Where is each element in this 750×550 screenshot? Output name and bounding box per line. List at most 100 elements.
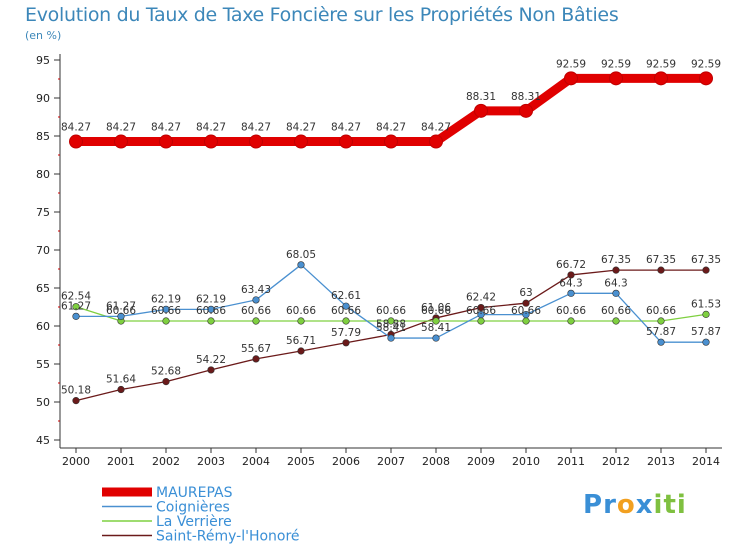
data-label-la-verri-re: 60.66 <box>376 305 406 317</box>
data-point-saint-r-my-l-honor- <box>567 271 575 279</box>
data-point-la-verri-re <box>477 317 485 325</box>
logo-letter: r <box>603 490 617 520</box>
data-point-maurepas <box>204 134 218 149</box>
data-point-la-verri-re <box>522 317 530 325</box>
data-label-coigni-res: 62.19 <box>151 293 181 305</box>
data-label-saint-r-my-l-honor-: 54.22 <box>196 354 226 366</box>
x-tick-label: 2013 <box>647 455 675 468</box>
data-label-saint-r-my-l-honor-: 67.35 <box>646 254 676 266</box>
data-point-la-verri-re <box>612 317 620 325</box>
data-label-la-verri-re: 60.66 <box>421 305 451 317</box>
data-label-maurepas: 84.27 <box>331 122 361 134</box>
data-point-coigni-res <box>72 312 80 320</box>
y-tick-label: 80 <box>36 168 50 181</box>
data-point-la-verri-re <box>342 317 350 325</box>
data-label-maurepas: 84.27 <box>106 122 136 134</box>
data-point-saint-r-my-l-honor- <box>72 397 80 405</box>
data-label-maurepas: 84.27 <box>151 122 181 134</box>
data-label-coigni-res: 58.41 <box>376 322 406 334</box>
data-label-maurepas: 92.59 <box>556 58 586 70</box>
data-label-saint-r-my-l-honor-: 63 <box>519 287 532 299</box>
logo-letter: i <box>676 490 687 520</box>
logo-letter: t <box>663 490 677 520</box>
data-label-maurepas: 84.27 <box>376 122 406 134</box>
data-point-maurepas <box>429 134 443 149</box>
data-point-coigni-res <box>612 289 620 297</box>
data-label-maurepas: 84.27 <box>421 122 451 134</box>
y-tick-label: 55 <box>36 358 50 371</box>
y-tick-label: 65 <box>36 282 50 295</box>
data-label-la-verri-re: 60.66 <box>646 305 676 317</box>
data-point-maurepas <box>69 134 83 149</box>
y-tick-label: 50 <box>36 396 50 409</box>
data-label-saint-r-my-l-honor-: 50.18 <box>61 385 91 397</box>
data-label-coigni-res: 64.3 <box>559 277 582 289</box>
data-label-coigni-res: 58.41 <box>421 322 451 334</box>
data-label-maurepas: 84.27 <box>61 122 91 134</box>
data-label-la-verri-re: 60.66 <box>511 305 541 317</box>
legend-label-saint-r-my-l-honor-: Saint-Rémy-l'Honoré <box>156 529 300 545</box>
data-point-maurepas <box>474 103 488 118</box>
y-tick-label: 85 <box>36 130 50 143</box>
data-label-saint-r-my-l-honor-: 61.06 <box>421 302 451 314</box>
data-label-maurepas: 92.59 <box>646 58 676 70</box>
legend-label-la-verri-re: La Verrière <box>156 514 232 530</box>
data-point-saint-r-my-l-honor- <box>252 355 260 363</box>
x-tick-label: 2010 <box>512 455 540 468</box>
x-tick-label: 2008 <box>422 455 450 468</box>
logo-letter: x <box>635 490 654 520</box>
x-tick-label: 2011 <box>557 455 585 468</box>
data-label-la-verri-re: 60.66 <box>151 305 181 317</box>
data-point-coigni-res <box>432 334 440 342</box>
data-label-maurepas: 88.31 <box>466 91 496 103</box>
logo-letter: i <box>653 490 664 520</box>
data-label-la-verri-re: 60.66 <box>466 305 496 317</box>
data-point-saint-r-my-l-honor- <box>117 385 125 394</box>
x-tick-label: 2007 <box>377 455 405 468</box>
x-tick-label: 2014 <box>692 455 720 468</box>
data-point-coigni-res <box>657 338 665 346</box>
data-label-maurepas: 92.59 <box>601 58 631 70</box>
data-point-coigni-res <box>477 311 485 319</box>
y-tick-label: 90 <box>36 92 50 105</box>
data-point-saint-r-my-l-honor- <box>522 299 530 307</box>
data-point-maurepas <box>114 134 128 149</box>
data-point-coigni-res <box>522 311 530 319</box>
data-point-coigni-res <box>387 334 395 342</box>
data-label-la-verri-re: 60.66 <box>601 305 631 317</box>
data-label-saint-r-my-l-honor-: 67.35 <box>601 254 631 266</box>
data-label-coigni-res: 61.27 <box>106 300 136 312</box>
data-point-maurepas <box>519 103 533 118</box>
data-point-la-verri-re <box>702 310 710 318</box>
data-label-coigni-res: 63.43 <box>241 284 271 296</box>
x-tick-label: 2005 <box>287 455 315 468</box>
data-point-la-verri-re <box>432 317 440 325</box>
data-point-maurepas <box>609 71 623 86</box>
data-point-maurepas <box>384 134 398 149</box>
data-label-coigni-res: 64.3 <box>604 277 627 289</box>
data-label-coigni-res: 62.19 <box>196 293 226 305</box>
data-point-coigni-res <box>702 338 710 346</box>
data-point-maurepas <box>339 134 353 149</box>
data-point-coigni-res <box>252 296 260 304</box>
data-point-saint-r-my-l-honor- <box>207 366 215 374</box>
data-label-maurepas: 84.27 <box>241 122 271 134</box>
data-label-maurepas: 88.31 <box>511 91 541 103</box>
data-label-la-verri-re: 60.66 <box>331 305 361 317</box>
data-label-saint-r-my-l-honor-: 57.79 <box>331 327 361 339</box>
data-label-coigni-res: 57.87 <box>691 326 721 338</box>
data-point-saint-r-my-l-honor- <box>477 304 485 312</box>
x-tick-label: 2000 <box>62 455 90 468</box>
legend-label-maurepas: MAUREPAS <box>156 485 233 501</box>
data-point-saint-r-my-l-honor- <box>162 378 170 386</box>
data-point-saint-r-my-l-honor- <box>657 266 665 274</box>
data-label-coigni-res: 68.05 <box>286 249 316 261</box>
data-label-maurepas: 84.27 <box>286 122 316 134</box>
data-label-saint-r-my-l-honor-: 52.68 <box>151 366 181 378</box>
data-label-la-verri-re: 62.54 <box>61 291 91 303</box>
chart-title: Evolution du Taux de Taxe Foncière sur l… <box>25 4 619 26</box>
logo-letter: P <box>583 490 604 520</box>
data-point-la-verri-re <box>567 317 575 325</box>
